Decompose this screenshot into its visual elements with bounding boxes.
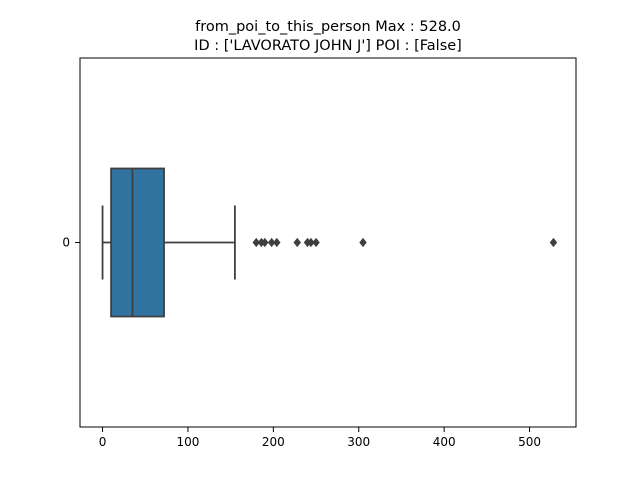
- outlier-point-8: [312, 237, 320, 248]
- x-tick-label-0: 0: [99, 435, 107, 449]
- outlier-point-5: [293, 237, 302, 248]
- y-tick-label-0: 0: [62, 236, 70, 250]
- x-tick-label-4: 400: [433, 435, 456, 449]
- outlier-point-7: [307, 237, 315, 248]
- x-tick-label-2: 200: [262, 435, 285, 449]
- outlier-point-2: [261, 237, 269, 248]
- x-tick-label-5: 500: [518, 435, 541, 449]
- outlier-point-0: [252, 237, 261, 248]
- chart-title-line-1: from_poi_to_this_person Max : 528.0: [195, 19, 461, 35]
- outlier-point-4: [273, 237, 281, 248]
- outlier-point-9: [359, 237, 367, 248]
- outlier-point-10: [549, 237, 558, 248]
- x-tick-label-1: 100: [176, 435, 199, 449]
- plot-area: 0 100 200 300 400 500 0: [62, 57, 577, 449]
- x-tick-label-3: 300: [347, 435, 370, 449]
- chart-title-line-2: ID : ['LAVORATO JOHN J'] POI : [False]: [194, 38, 462, 54]
- iqr-box: [110, 167, 165, 318]
- outlier-point-3: [267, 237, 276, 248]
